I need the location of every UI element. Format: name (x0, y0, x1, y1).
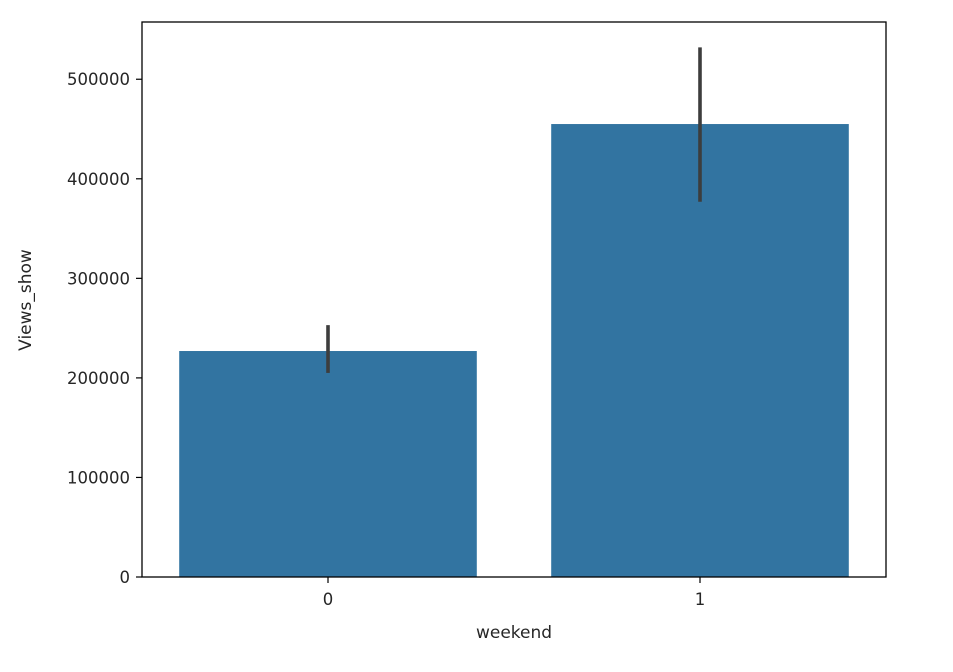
y-tick-label: 300000 (67, 269, 130, 288)
error-bars-layer (326, 47, 702, 373)
y-axis-label: Views_show (16, 249, 36, 351)
y-tick-label: 100000 (67, 468, 130, 487)
y-tick-label: 500000 (67, 70, 130, 89)
y-tick-label: 200000 (67, 369, 130, 388)
y-axis-ticks: 0 100000 200000 300000 400000 500000 (67, 70, 142, 587)
x-tick-label: 1 (695, 590, 706, 609)
y-tick-label: 400000 (67, 170, 130, 189)
plot-area-frame (141, 21, 887, 578)
bar-0 (179, 351, 477, 577)
x-tick-label: 0 (323, 590, 334, 609)
y-tick-label: 0 (120, 568, 131, 587)
x-axis-label: weekend (476, 623, 552, 643)
bars-layer (179, 124, 849, 578)
